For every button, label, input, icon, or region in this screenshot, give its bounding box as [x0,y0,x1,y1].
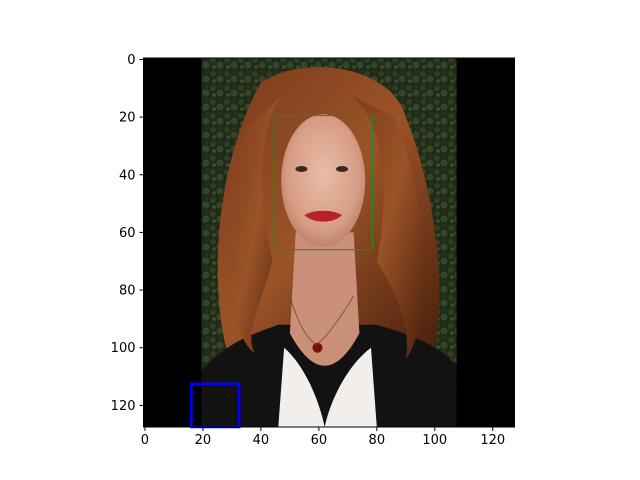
image-content [143,58,515,427]
x-tick-label: 80 [369,433,386,448]
axes-frame [143,57,515,428]
y-tick-label: 80 [119,284,136,299]
y-tick-label: 40 [119,168,136,183]
x-tick-label: 60 [311,433,328,448]
y-tick-label: 100 [111,341,136,356]
y-tick-label: 0 [127,53,135,68]
photo-region [201,58,457,427]
y-tick-label: 120 [111,399,136,414]
x-tick-label: 40 [253,433,270,448]
y-tick-label: 60 [119,226,136,241]
x-tick-label: 100 [422,433,447,448]
y-tick-label: 20 [119,111,136,126]
x-tick-label: 20 [195,433,212,448]
x-tick-label: 0 [141,433,149,448]
x-tick-label: 120 [480,433,505,448]
bounding-box-1 [273,115,373,251]
